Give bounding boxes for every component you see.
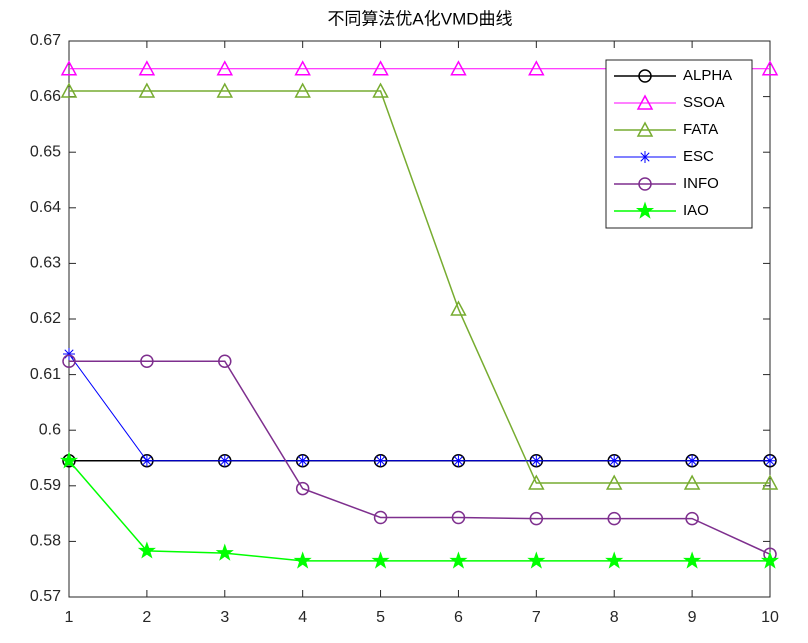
marker xyxy=(59,451,79,469)
x-tick-label: 10 xyxy=(761,609,779,626)
marker xyxy=(216,60,234,76)
y-tick-label: 0.65 xyxy=(30,143,61,160)
marker xyxy=(761,474,779,490)
series-line xyxy=(68,353,770,462)
marker xyxy=(527,551,546,569)
marker xyxy=(296,454,309,467)
marker xyxy=(605,474,623,490)
marker xyxy=(451,510,466,525)
series-line xyxy=(69,90,770,484)
marker xyxy=(528,60,545,76)
marker xyxy=(607,511,621,526)
marker xyxy=(760,551,780,569)
marker xyxy=(140,354,154,369)
marker xyxy=(683,474,701,490)
legend-marker xyxy=(638,69,652,83)
legend-label: INFO xyxy=(683,175,719,192)
legend: ALPHA SSOA FATA ESC INFO IAO xyxy=(605,59,753,229)
marker xyxy=(140,454,153,467)
marker xyxy=(216,82,234,98)
y-tick-label: 0.63 xyxy=(30,255,61,272)
marker xyxy=(138,82,156,98)
y-tick-label: 0.57 xyxy=(30,588,61,605)
series-line xyxy=(69,360,771,555)
series xyxy=(59,451,780,569)
chart-title: 不同算法优A化VMD曲线 xyxy=(327,9,512,28)
marker xyxy=(529,511,544,526)
marker xyxy=(374,454,387,467)
marker xyxy=(452,454,465,467)
marker xyxy=(605,551,624,569)
marker xyxy=(293,551,312,569)
legend-label: ALPHA xyxy=(683,67,732,84)
marker xyxy=(294,82,311,98)
legend-marker xyxy=(636,94,654,110)
legend-label: SSOA xyxy=(683,94,725,111)
series-line xyxy=(68,460,770,562)
legend-label: IAO xyxy=(683,202,709,219)
marker xyxy=(685,511,699,526)
x-tick-label: 3 xyxy=(220,609,229,626)
legend-label: ESC xyxy=(683,148,714,165)
x-tick-label: 6 xyxy=(454,609,463,626)
marker xyxy=(450,60,467,76)
y-tick-label: 0.58 xyxy=(30,533,61,550)
marker xyxy=(218,454,231,467)
marker xyxy=(449,551,468,569)
y-tick-label: 0.64 xyxy=(30,199,61,216)
marker xyxy=(63,348,75,361)
y-tick-label: 0.59 xyxy=(30,477,61,494)
marker xyxy=(62,354,76,369)
x-tick-label: 4 xyxy=(298,609,307,626)
marker xyxy=(138,60,156,76)
marker xyxy=(215,543,234,561)
marker xyxy=(373,510,388,525)
marker xyxy=(372,82,389,98)
marker xyxy=(528,474,545,490)
marker xyxy=(60,82,78,98)
legend-label: FATA xyxy=(683,121,718,138)
marker xyxy=(294,60,311,76)
marker xyxy=(218,354,232,369)
y-tick-label: 0.6 xyxy=(39,421,61,438)
marker xyxy=(371,551,390,569)
marker xyxy=(372,60,389,76)
marker xyxy=(450,300,467,316)
series xyxy=(60,82,779,490)
marker xyxy=(530,454,543,467)
legend-marker xyxy=(638,177,652,191)
marker xyxy=(683,551,702,569)
y-tick-label: 0.66 xyxy=(30,88,61,105)
x-tick-label: 5 xyxy=(376,609,385,626)
x-tick-label: 7 xyxy=(532,609,541,626)
marker xyxy=(686,454,699,467)
series xyxy=(63,348,776,467)
marker xyxy=(60,60,78,76)
marker xyxy=(761,60,779,76)
x-tick-label: 8 xyxy=(610,609,619,626)
legend-marker xyxy=(636,121,654,137)
y-tick-label: 0.61 xyxy=(30,366,61,383)
y-tick-label: 0.62 xyxy=(30,310,61,327)
y-tick-label: 0.67 xyxy=(30,32,61,49)
x-tick-label: 9 xyxy=(688,609,697,626)
legend-marker xyxy=(635,201,655,219)
legend-marker xyxy=(639,151,651,163)
x-tick-label: 2 xyxy=(142,609,151,626)
marker xyxy=(764,454,776,467)
marker xyxy=(137,541,156,559)
x-tick-label: 1 xyxy=(65,609,74,626)
series xyxy=(62,354,777,561)
legend-box xyxy=(605,59,753,229)
marker xyxy=(295,481,310,496)
marker xyxy=(608,454,621,467)
